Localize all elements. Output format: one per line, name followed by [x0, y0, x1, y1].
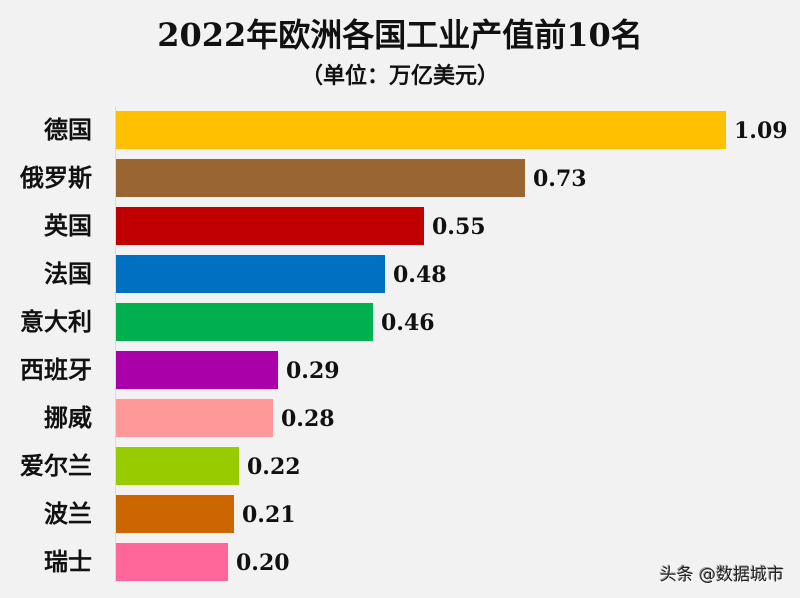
bar-row: 意大利 0.46: [0, 303, 800, 341]
y-axis-line: [115, 106, 116, 582]
bar: [116, 207, 424, 245]
bar-row: 德国 1.09: [0, 111, 800, 149]
category-label: 俄罗斯: [20, 164, 92, 192]
value-label: 0.22: [247, 454, 301, 480]
category-label: 德国: [44, 116, 92, 144]
value-label: 1.09: [734, 118, 788, 144]
value-label: 0.48: [393, 262, 447, 288]
bar: [116, 495, 234, 533]
category-label: 波兰: [44, 500, 92, 528]
value-label: 0.46: [381, 310, 435, 336]
chart-subtitle: （单位：万亿美元）: [300, 63, 499, 89]
watermark: 头条 @数据城市: [659, 565, 784, 585]
bar: [116, 543, 228, 581]
chart-title: 2022年欧洲各国工业产值前10名: [157, 16, 643, 54]
category-label: 意大利: [20, 308, 92, 336]
bar: [116, 111, 726, 149]
bar-row: 西班牙 0.29: [0, 351, 800, 389]
bar-row: 瑞士 0.20: [0, 543, 800, 581]
bar: [116, 303, 373, 341]
bar: [116, 399, 273, 437]
category-label: 西班牙: [20, 356, 92, 384]
bar-row: 波兰 0.21: [0, 495, 800, 533]
value-label: 0.20: [236, 550, 290, 576]
bar-row: 英国 0.55: [0, 207, 800, 245]
bar-row: 法国 0.48: [0, 255, 800, 293]
value-label: 0.29: [286, 358, 340, 384]
category-label: 英国: [44, 212, 92, 240]
value-label: 0.55: [432, 214, 486, 240]
value-label: 0.28: [281, 406, 335, 432]
bar: [116, 351, 278, 389]
bar-row: 俄罗斯 0.73: [0, 159, 800, 197]
category-label: 瑞士: [44, 548, 92, 576]
value-label: 0.21: [242, 502, 296, 528]
category-label: 爱尔兰: [20, 452, 92, 480]
category-label: 法国: [44, 260, 92, 288]
bar-row: 爱尔兰 0.22: [0, 447, 800, 485]
value-label: 0.73: [533, 166, 587, 192]
bar: [116, 159, 525, 197]
category-label: 挪威: [44, 404, 92, 432]
bar: [116, 255, 385, 293]
bar-row: 挪威 0.28: [0, 399, 800, 437]
bar: [116, 447, 239, 485]
